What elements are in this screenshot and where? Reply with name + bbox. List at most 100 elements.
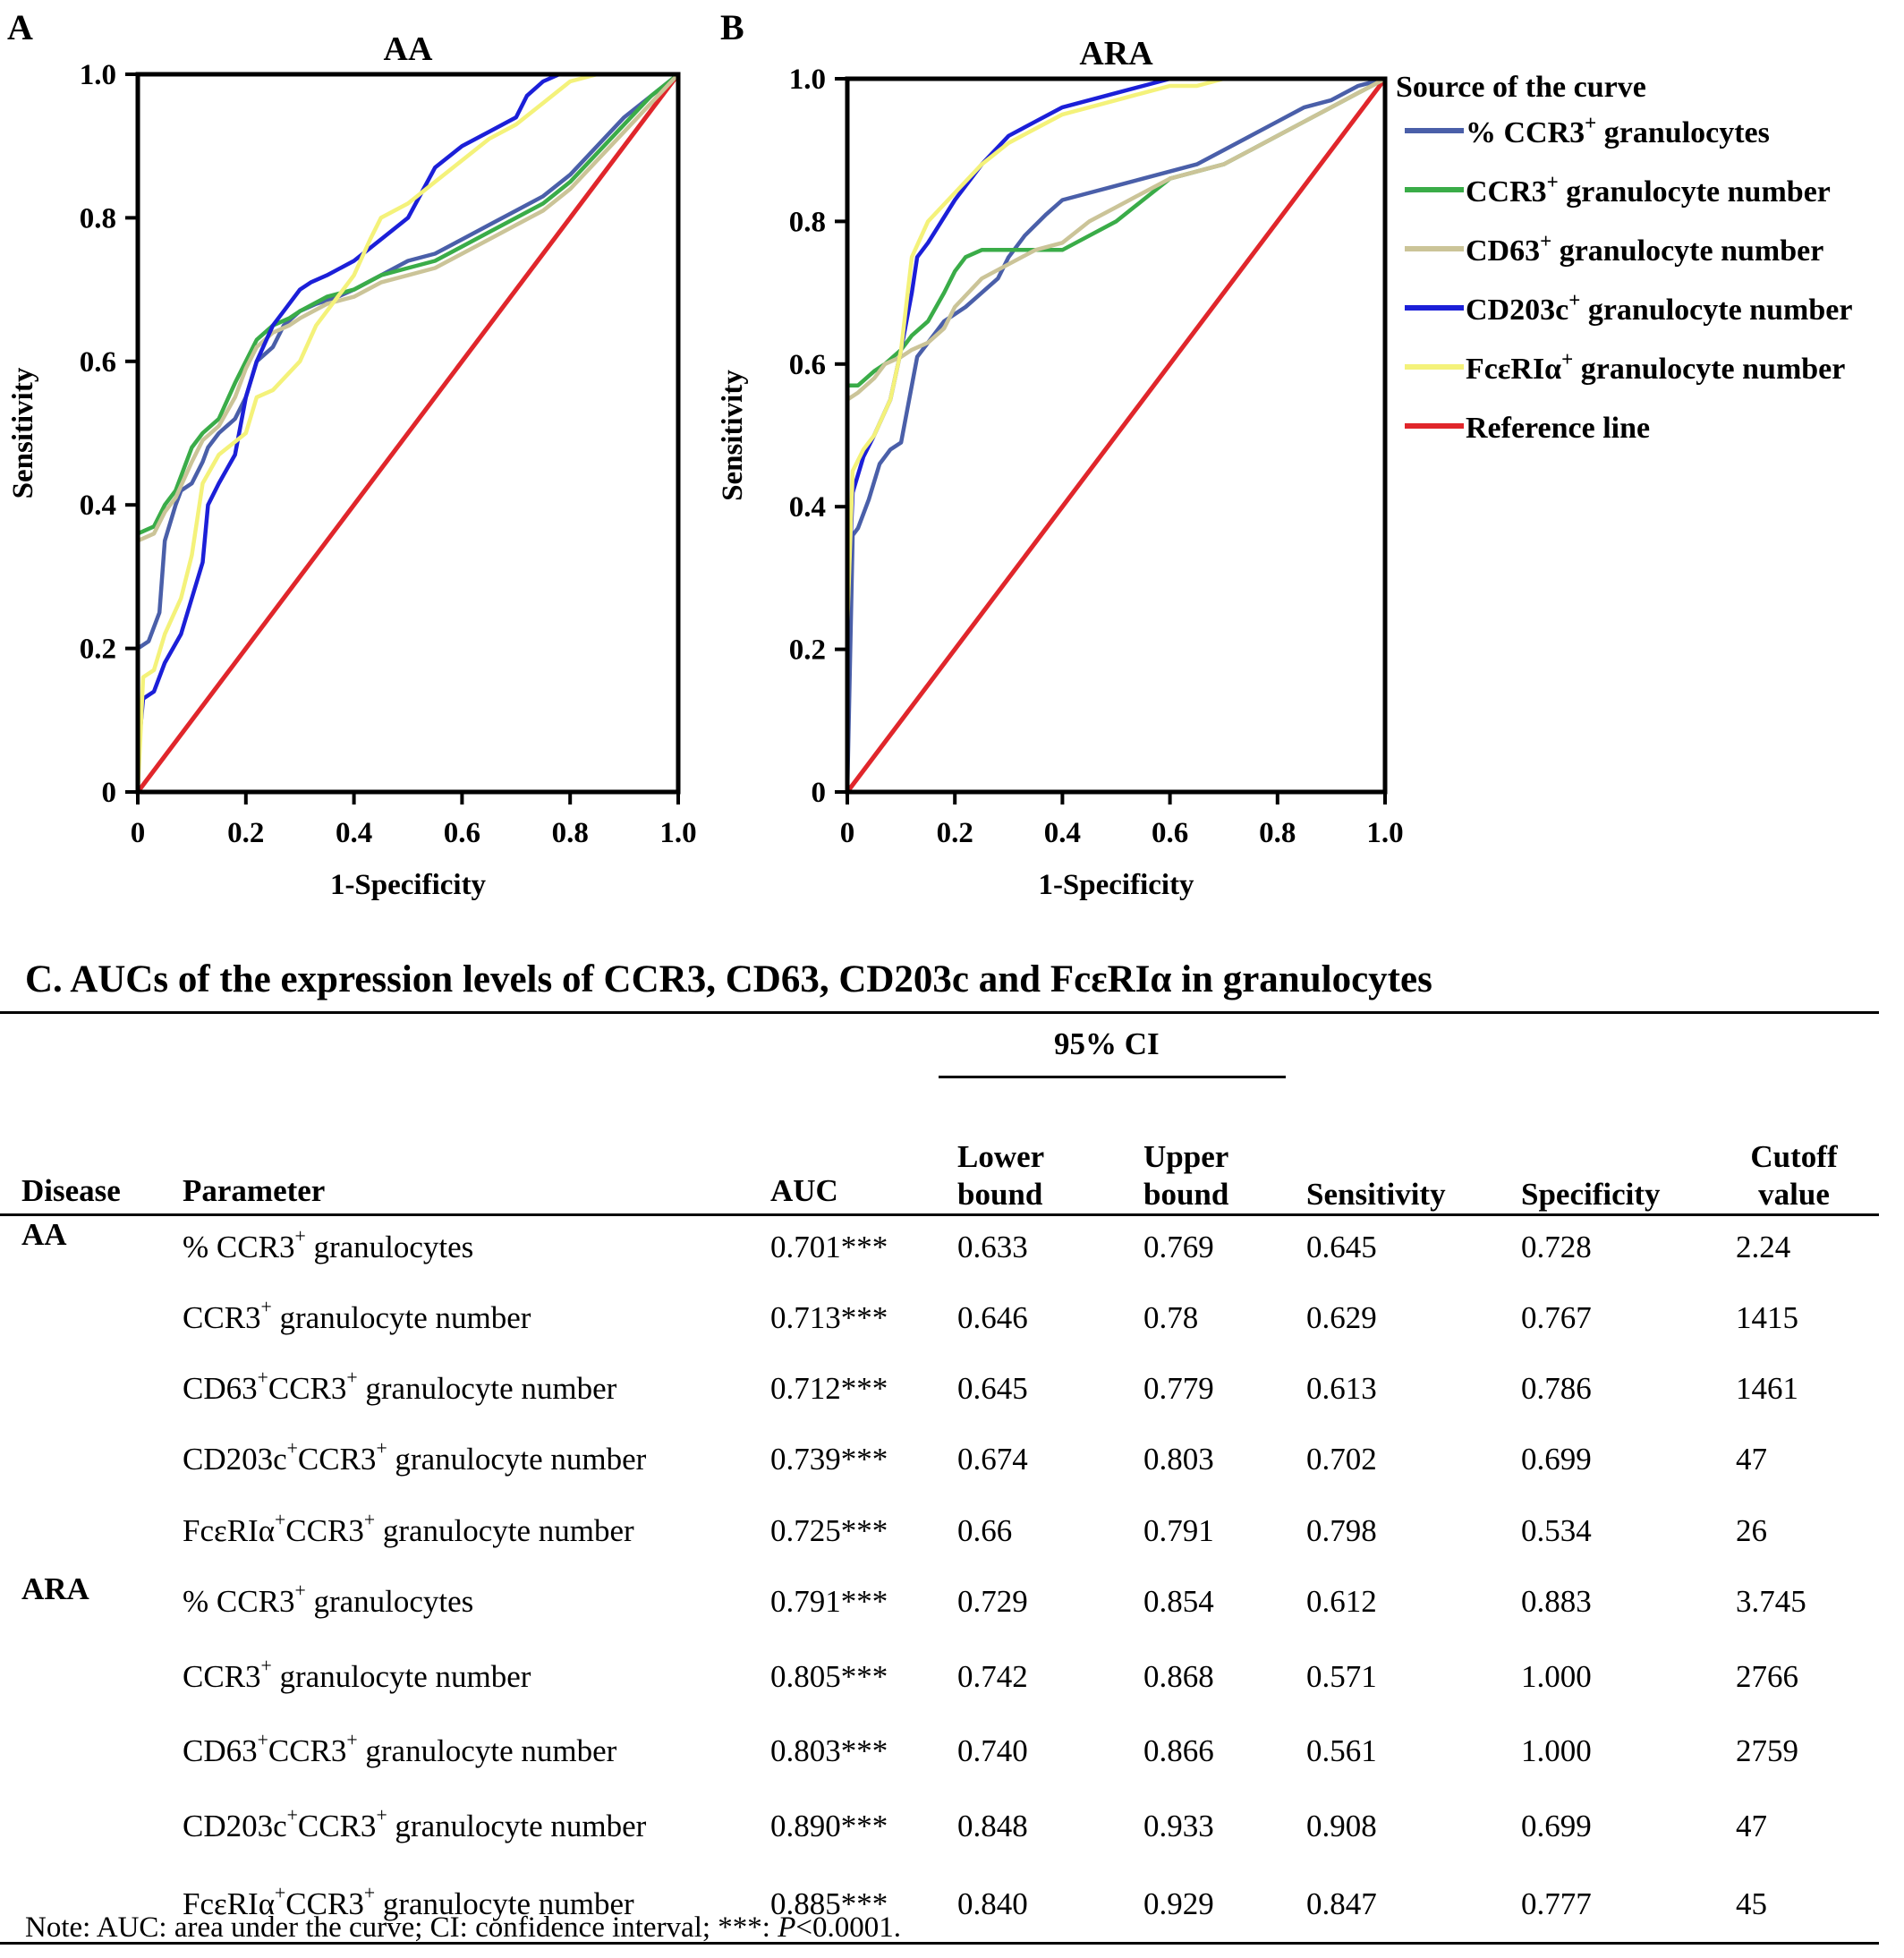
legend-item-label: CCR3+ granulocyte number [1466,171,1831,209]
roc-curve-1 [135,72,680,792]
parameter-cell: CD63+CCR3+ granulocyte number [183,1366,617,1406]
x-tick-label: 0.2 [227,817,264,849]
table-title-text: AUCs of the expression levels of CCR3, C… [70,958,1432,1000]
ci-group-rule [939,1076,1286,1078]
y-tick-label: 0.6 [789,349,826,381]
spec-cell: 0.699 [1521,1809,1592,1843]
auc-cell: 0.791*** [770,1584,888,1619]
cutoff-cell: 45 [1736,1886,1767,1921]
x-tick-label: 0.8 [552,817,589,849]
header-cutoff-value: Cutoff value [1727,1138,1861,1213]
y-tick-label: 1.0 [80,59,116,91]
plot-title: ARA [1079,35,1153,72]
spec-cell: 0.699 [1521,1442,1592,1477]
header-auc: AUC [770,1173,838,1208]
legend-item-label: FcεRIα+ granulocyte number [1466,348,1845,386]
roc-plot-ara: ARA 00 0.2 0.2 0.4 0.4 0.6 0.6 0.8 0.8 1.0 1.0 1-Spe… [717,35,1404,901]
sens-cell: 0.612 [1306,1584,1377,1619]
plot-frame [845,76,1388,795]
spec-cell: 0.883 [1521,1584,1592,1619]
sens-cell: 0.629 [1306,1300,1377,1335]
roc-curve-4 [135,72,678,793]
cutoff-cell: 1415 [1736,1300,1798,1335]
roc-curve-4 [845,76,1385,792]
lower-cell: 0.645 [957,1371,1028,1406]
y-tick-label: 0.4 [80,490,116,522]
auc-cell: 0.739*** [770,1442,888,1477]
legend-item-label: CD203c+ granulocyte number [1466,289,1852,327]
roc-curve-2 [845,77,1387,792]
y-tick-label: 0.2 [789,634,826,667]
x-tick-label: 0 [131,817,146,849]
upper-cell: 0.866 [1143,1733,1214,1768]
x-axis-label: 1-Specificity [330,869,487,901]
sens-cell: 0.561 [1306,1733,1377,1768]
header-specificity: Specificity [1521,1177,1661,1212]
auc-cell: 0.701*** [770,1230,888,1264]
sens-cell: 0.908 [1306,1809,1377,1843]
x-tick-label: 0 [840,817,855,849]
sens-cell: 0.798 [1306,1513,1377,1548]
lower-cell: 0.742 [957,1659,1028,1694]
panel-b-letter: B [720,7,744,47]
table-note: Note: AUC: area under the curve; CI: con… [25,1911,901,1945]
legend-item-label: Reference line [1466,412,1650,445]
auc-table: 95% CI Disease Parameter AUC Lower bound … [0,1011,1879,1945]
legend-item-label: CD63+ granulocyte number [1466,230,1823,268]
x-axis-label: 1-Specificity [1038,869,1194,901]
header-upper-line1: Upper [1143,1139,1229,1174]
spec-cell: 0.767 [1521,1300,1592,1335]
note-text: Note: AUC: area under the curve; CI: con… [25,1911,778,1944]
roc-figure: A B AA000.20.20.40.40.60.60.80.81.01.01-… [7,7,1852,901]
lower-cell: 0.646 [957,1300,1028,1335]
header-lower-line1: Lower [957,1139,1045,1174]
table-title: C. AUCs of the expression levels of CCR3… [25,958,1432,1001]
cutoff-cell: 1461 [1736,1371,1798,1406]
roc-curve-3 [135,72,678,792]
upper-cell: 0.78 [1143,1300,1199,1335]
header-upper-bound: Upper bound [1143,1138,1228,1213]
header-rule [0,1213,1879,1216]
x-tick-label: 1.0 [659,817,696,849]
roc-curve-5 [136,72,680,794]
lower-cell: 0.740 [957,1733,1028,1768]
cutoff-cell: 26 [1736,1513,1767,1548]
plot-frame [135,72,681,795]
table-top-rule [0,1011,1879,1014]
parameter-cell: CD63+CCR3+ granulocyte number [183,1729,617,1768]
x-tick-label: 0.6 [444,817,480,849]
header-parameter: Parameter [183,1173,326,1208]
header-cutoff-line1: Cutoff [1750,1139,1838,1174]
header-upper-line2: bound [1143,1177,1229,1212]
y-tick-label: 0 [812,777,827,809]
table-bottom-rule [0,1942,1879,1945]
lower-cell: 0.848 [957,1809,1028,1843]
spec-cell: 1.000 [1521,1733,1592,1768]
auc-cell: 0.890*** [770,1809,888,1843]
sens-cell: 0.645 [1306,1230,1377,1264]
y-tick-label: 0.8 [80,202,116,234]
y-tick-label: 0.2 [80,634,116,666]
roc-curve-0 [845,76,1386,793]
parameter-cell: CD203c+CCR3+ granulocyte number [183,1804,647,1843]
cutoff-cell: 47 [1736,1442,1767,1477]
legend-title: Source of the curve [1396,71,1646,104]
sens-cell: 0.847 [1306,1886,1377,1921]
roc-curve-2 [135,72,680,792]
spec-cell: 1.000 [1521,1659,1592,1694]
note-threshold: <0.0001. [795,1911,902,1944]
sens-cell: 0.613 [1306,1371,1377,1406]
upper-cell: 0.933 [1143,1809,1214,1843]
lower-cell: 0.840 [957,1886,1028,1921]
auc-cell: 0.805*** [770,1659,888,1694]
y-tick-label: 0.6 [80,346,116,379]
y-tick-label: 1.0 [789,64,826,96]
auc-cell: 0.712*** [770,1371,888,1406]
header-cutoff-line2: value [1758,1177,1830,1212]
header-disease: Disease [21,1173,121,1208]
disease-label: AA [21,1217,67,1252]
parameter-cell: CD203c+CCR3+ granulocyte number [183,1437,647,1477]
parameter-cell: % CCR3+ granulocytes [183,1225,474,1264]
auc-cell: 0.725*** [770,1513,888,1548]
upper-cell: 0.769 [1143,1230,1214,1264]
